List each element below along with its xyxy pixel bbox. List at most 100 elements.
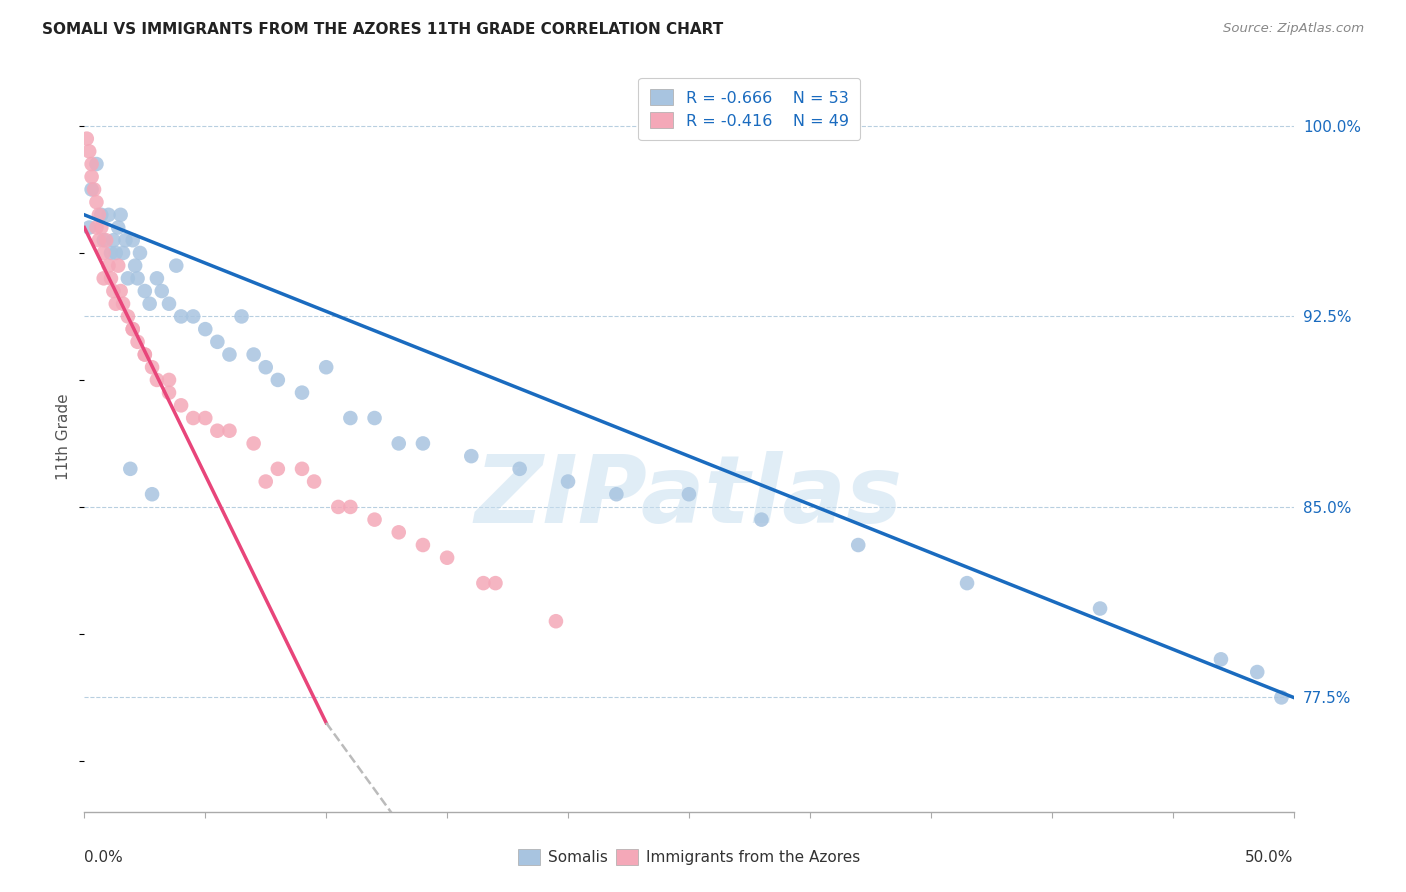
- Point: [207, 424, 229, 438]
- Point: [120, 462, 142, 476]
- Point: [157, 373, 180, 387]
- Point: [141, 360, 163, 375]
- Legend: Somalis, Immigrants from the Azores: Somalis, Immigrants from the Azores: [512, 843, 866, 871]
- Point: [557, 475, 579, 489]
- Point: [388, 525, 411, 540]
- Point: [1246, 665, 1268, 679]
- Point: [207, 334, 229, 349]
- Point: [121, 322, 143, 336]
- Text: SOMALI VS IMMIGRANTS FROM THE AZORES 11TH GRADE CORRELATION CHART: SOMALI VS IMMIGRANTS FROM THE AZORES 11T…: [42, 22, 724, 37]
- Point: [103, 233, 125, 247]
- Point: [103, 284, 125, 298]
- Point: [86, 195, 108, 210]
- Point: [267, 373, 290, 387]
- Point: [1088, 601, 1111, 615]
- Point: [107, 220, 129, 235]
- Point: [194, 411, 217, 425]
- Point: [170, 398, 193, 412]
- Point: [117, 271, 139, 285]
- Point: [86, 157, 108, 171]
- Point: [605, 487, 627, 501]
- Point: [138, 297, 160, 311]
- Point: [93, 233, 115, 247]
- Point: [1270, 690, 1292, 705]
- Point: [412, 538, 434, 552]
- Point: [436, 550, 458, 565]
- Point: [83, 182, 105, 196]
- Point: [157, 385, 180, 400]
- Point: [124, 259, 146, 273]
- Point: [291, 385, 314, 400]
- Point: [412, 436, 434, 450]
- Point: [97, 259, 120, 273]
- Point: [117, 310, 139, 324]
- Point: [846, 538, 869, 552]
- Point: [231, 310, 253, 324]
- Point: [218, 347, 240, 361]
- Point: [127, 271, 149, 285]
- Point: [254, 475, 277, 489]
- Point: [254, 360, 277, 375]
- Point: [100, 271, 122, 285]
- Point: [87, 208, 110, 222]
- Point: [315, 360, 337, 375]
- Point: [97, 208, 120, 222]
- Point: [134, 347, 156, 361]
- Text: Source: ZipAtlas.com: Source: ZipAtlas.com: [1223, 22, 1364, 36]
- Point: [509, 462, 531, 476]
- Point: [134, 347, 156, 361]
- Point: [80, 169, 103, 184]
- Point: [112, 246, 135, 260]
- Point: [291, 462, 314, 476]
- Point: [121, 233, 143, 247]
- Point: [93, 271, 115, 285]
- Point: [150, 284, 173, 298]
- Point: [146, 271, 169, 285]
- Point: [107, 259, 129, 273]
- Point: [127, 334, 149, 349]
- Point: [484, 576, 506, 591]
- Point: [114, 233, 136, 247]
- Point: [121, 322, 143, 336]
- Point: [302, 475, 325, 489]
- Point: [472, 576, 495, 591]
- Text: 50.0%: 50.0%: [1246, 850, 1294, 865]
- Point: [339, 500, 361, 514]
- Point: [93, 246, 115, 260]
- Point: [110, 208, 132, 222]
- Point: [80, 157, 103, 171]
- Point: [363, 513, 385, 527]
- Point: [90, 220, 112, 235]
- Point: [544, 614, 567, 628]
- Point: [181, 310, 204, 324]
- Point: [87, 233, 110, 247]
- Point: [460, 449, 482, 463]
- Point: [165, 259, 187, 273]
- Point: [134, 284, 156, 298]
- Point: [141, 487, 163, 501]
- Point: [90, 208, 112, 222]
- Point: [104, 246, 127, 260]
- Text: ZIPatlas: ZIPatlas: [475, 451, 903, 543]
- Point: [170, 310, 193, 324]
- Point: [80, 182, 103, 196]
- Point: [388, 436, 411, 450]
- Point: [242, 347, 264, 361]
- Point: [751, 513, 773, 527]
- Point: [76, 131, 98, 145]
- Point: [678, 487, 700, 501]
- Point: [328, 500, 350, 514]
- Point: [956, 576, 979, 591]
- Point: [181, 411, 204, 425]
- Point: [194, 322, 217, 336]
- Point: [129, 246, 152, 260]
- Point: [1209, 652, 1232, 666]
- Point: [104, 297, 127, 311]
- Point: [112, 297, 135, 311]
- Point: [339, 411, 361, 425]
- Text: 0.0%: 0.0%: [84, 850, 124, 865]
- Y-axis label: 11th Grade: 11th Grade: [56, 393, 72, 481]
- Point: [218, 424, 240, 438]
- Point: [267, 462, 290, 476]
- Point: [363, 411, 385, 425]
